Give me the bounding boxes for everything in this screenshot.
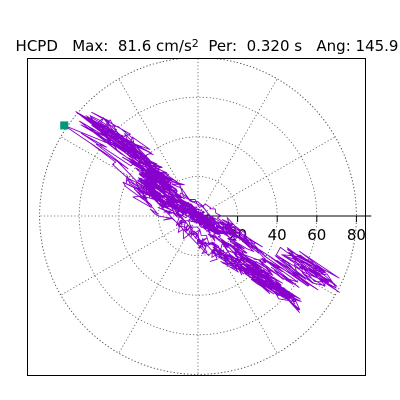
grid-spoke-30 (197, 136, 336, 217)
radial-tick-label-80: 80 (347, 226, 366, 244)
peak-marker (60, 121, 69, 130)
max-unit: cm/s (156, 37, 192, 55)
grid-spoke-150 (60, 136, 199, 217)
grid-spoke-120 (118, 78, 199, 217)
grid-spoke-240 (118, 215, 199, 354)
per-label: Per: (208, 37, 238, 55)
max-unit-exponent: 2 (191, 37, 199, 50)
grid-spoke-330 (197, 215, 336, 296)
grid-spoke-60 (197, 78, 278, 217)
per-value: 0.320 s (246, 37, 303, 55)
trace-series (63, 111, 340, 313)
radial-tick-label-40: 40 (268, 226, 287, 244)
station-name: HCPD (15, 37, 58, 55)
ang-value: 145.9 (355, 37, 399, 55)
trace-path (63, 111, 340, 313)
grid-spoke-300 (197, 215, 278, 354)
chart-header: HCPD Max: 81.6 cm/s2 Per: 0.320 s Ang: 1… (6, 16, 399, 56)
max-label: Max: (72, 37, 109, 55)
grid-spoke-210 (60, 215, 199, 296)
ang-label: Ang: (316, 37, 351, 55)
radial-tick-label-60: 60 (307, 226, 326, 244)
peak-marker-group (60, 121, 69, 130)
max-value: 81.6 (117, 37, 152, 55)
